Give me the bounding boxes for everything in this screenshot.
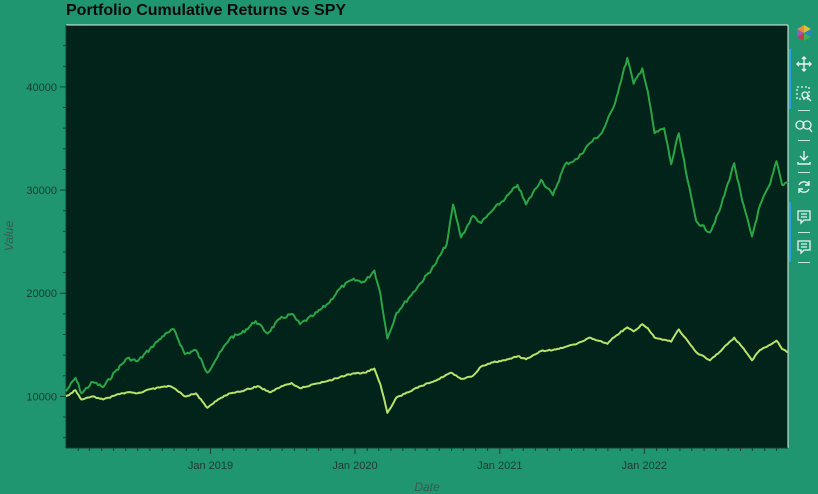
tool-bokeh-logo[interactable]	[791, 22, 817, 44]
tool-active-indicator	[789, 232, 791, 262]
series-line-1	[65, 57, 789, 395]
tool-active-indicator	[789, 202, 791, 232]
x-tick-label: Jan 2020	[332, 460, 377, 472]
tool-hover[interactable]	[791, 236, 817, 258]
hover-icon	[796, 209, 812, 225]
y-tick-label: 30000	[26, 185, 57, 197]
tool-box-zoom[interactable]	[791, 83, 817, 105]
hover-icon	[796, 239, 812, 255]
x-axis: Jan 2019 Jan 2020 Jan 2021 Jan 2022	[66, 447, 788, 472]
tool-active-indicator	[789, 79, 791, 109]
tool-save[interactable]	[791, 147, 817, 169]
toolbar-separator	[798, 262, 810, 263]
tool-active-indicator	[789, 49, 791, 79]
y-tick-label: 20000	[26, 288, 57, 300]
series-line-2	[65, 323, 789, 414]
reset-icon	[796, 179, 812, 195]
y-axis: 10000 20000 30000 40000	[26, 25, 67, 448]
toolbar-separator	[798, 232, 810, 233]
series-layer	[65, 57, 789, 414]
tool-hover[interactable]	[791, 206, 817, 228]
tool-pan[interactable]	[791, 53, 817, 75]
y-axis-title: Value	[2, 221, 16, 252]
tool-reset[interactable]	[791, 176, 817, 198]
wheel-zoom-icon	[795, 118, 813, 134]
y-tick-label: 10000	[26, 391, 57, 403]
bokeh-logo-icon	[794, 23, 814, 43]
box-zoom-icon	[796, 86, 812, 102]
toolbar-separator	[798, 140, 810, 141]
toolbar-separator	[798, 110, 810, 111]
chart-title: Portfolio Cumulative Returns vs SPY	[66, 2, 347, 19]
tool-wheel-zoom[interactable]	[791, 115, 817, 137]
y-tick-label: 40000	[26, 82, 57, 94]
x-tick-label: Jan 2021	[477, 460, 522, 472]
x-tick-label: Jan 2022	[622, 460, 667, 472]
x-axis-title: Date	[414, 480, 440, 494]
save-icon	[796, 150, 812, 166]
chart-toolbar	[789, 20, 818, 270]
toolbar-separator	[798, 172, 810, 173]
plot-area[interactable]	[66, 25, 788, 448]
x-tick-label: Jan 2019	[188, 460, 233, 472]
pan-icon	[796, 56, 812, 72]
